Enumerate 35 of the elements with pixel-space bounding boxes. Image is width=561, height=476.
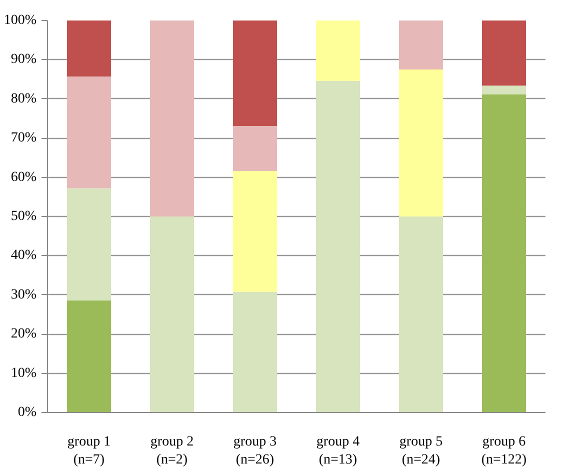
y-tick-label: 70% xyxy=(10,130,37,146)
y-tick-label: 90% xyxy=(10,52,37,68)
bar xyxy=(399,216,443,412)
bar xyxy=(482,94,526,412)
y-tick-label: 20% xyxy=(10,326,37,342)
y-tick-label: 0% xyxy=(18,405,37,420)
bar xyxy=(399,70,443,216)
x-tick-label: group 6 (n=122) xyxy=(481,434,527,468)
y-tick-label: 40% xyxy=(10,248,37,264)
x-tick-label: group 4 (n=13) xyxy=(316,434,360,468)
bar xyxy=(482,86,526,94)
y-tick-label: 30% xyxy=(10,287,37,302)
y-tick-label: 100% xyxy=(4,13,37,28)
x-tick-label: group 2 (n=2) xyxy=(150,434,194,468)
bar xyxy=(316,80,360,412)
bar xyxy=(150,20,194,216)
bar xyxy=(67,76,111,188)
bar xyxy=(316,20,360,81)
bar xyxy=(399,20,443,70)
bar xyxy=(233,126,277,172)
bar xyxy=(233,292,277,412)
y-tick-label: 60% xyxy=(10,170,37,185)
bar xyxy=(67,188,111,300)
y-tick-label: 50% xyxy=(10,209,37,224)
y-tick-label: 10% xyxy=(10,366,37,381)
x-tick-label: group 5 (n=24) xyxy=(399,434,443,468)
bar xyxy=(482,20,526,86)
bar xyxy=(233,171,277,292)
bar xyxy=(67,300,111,412)
bar xyxy=(150,216,194,412)
bar xyxy=(67,20,111,77)
y-tick-label: 80% xyxy=(10,91,37,106)
x-tick-label: group 3 (n=26) xyxy=(233,434,277,468)
x-tick-label: group 1 (n=7) xyxy=(67,434,111,468)
bar xyxy=(233,20,277,126)
